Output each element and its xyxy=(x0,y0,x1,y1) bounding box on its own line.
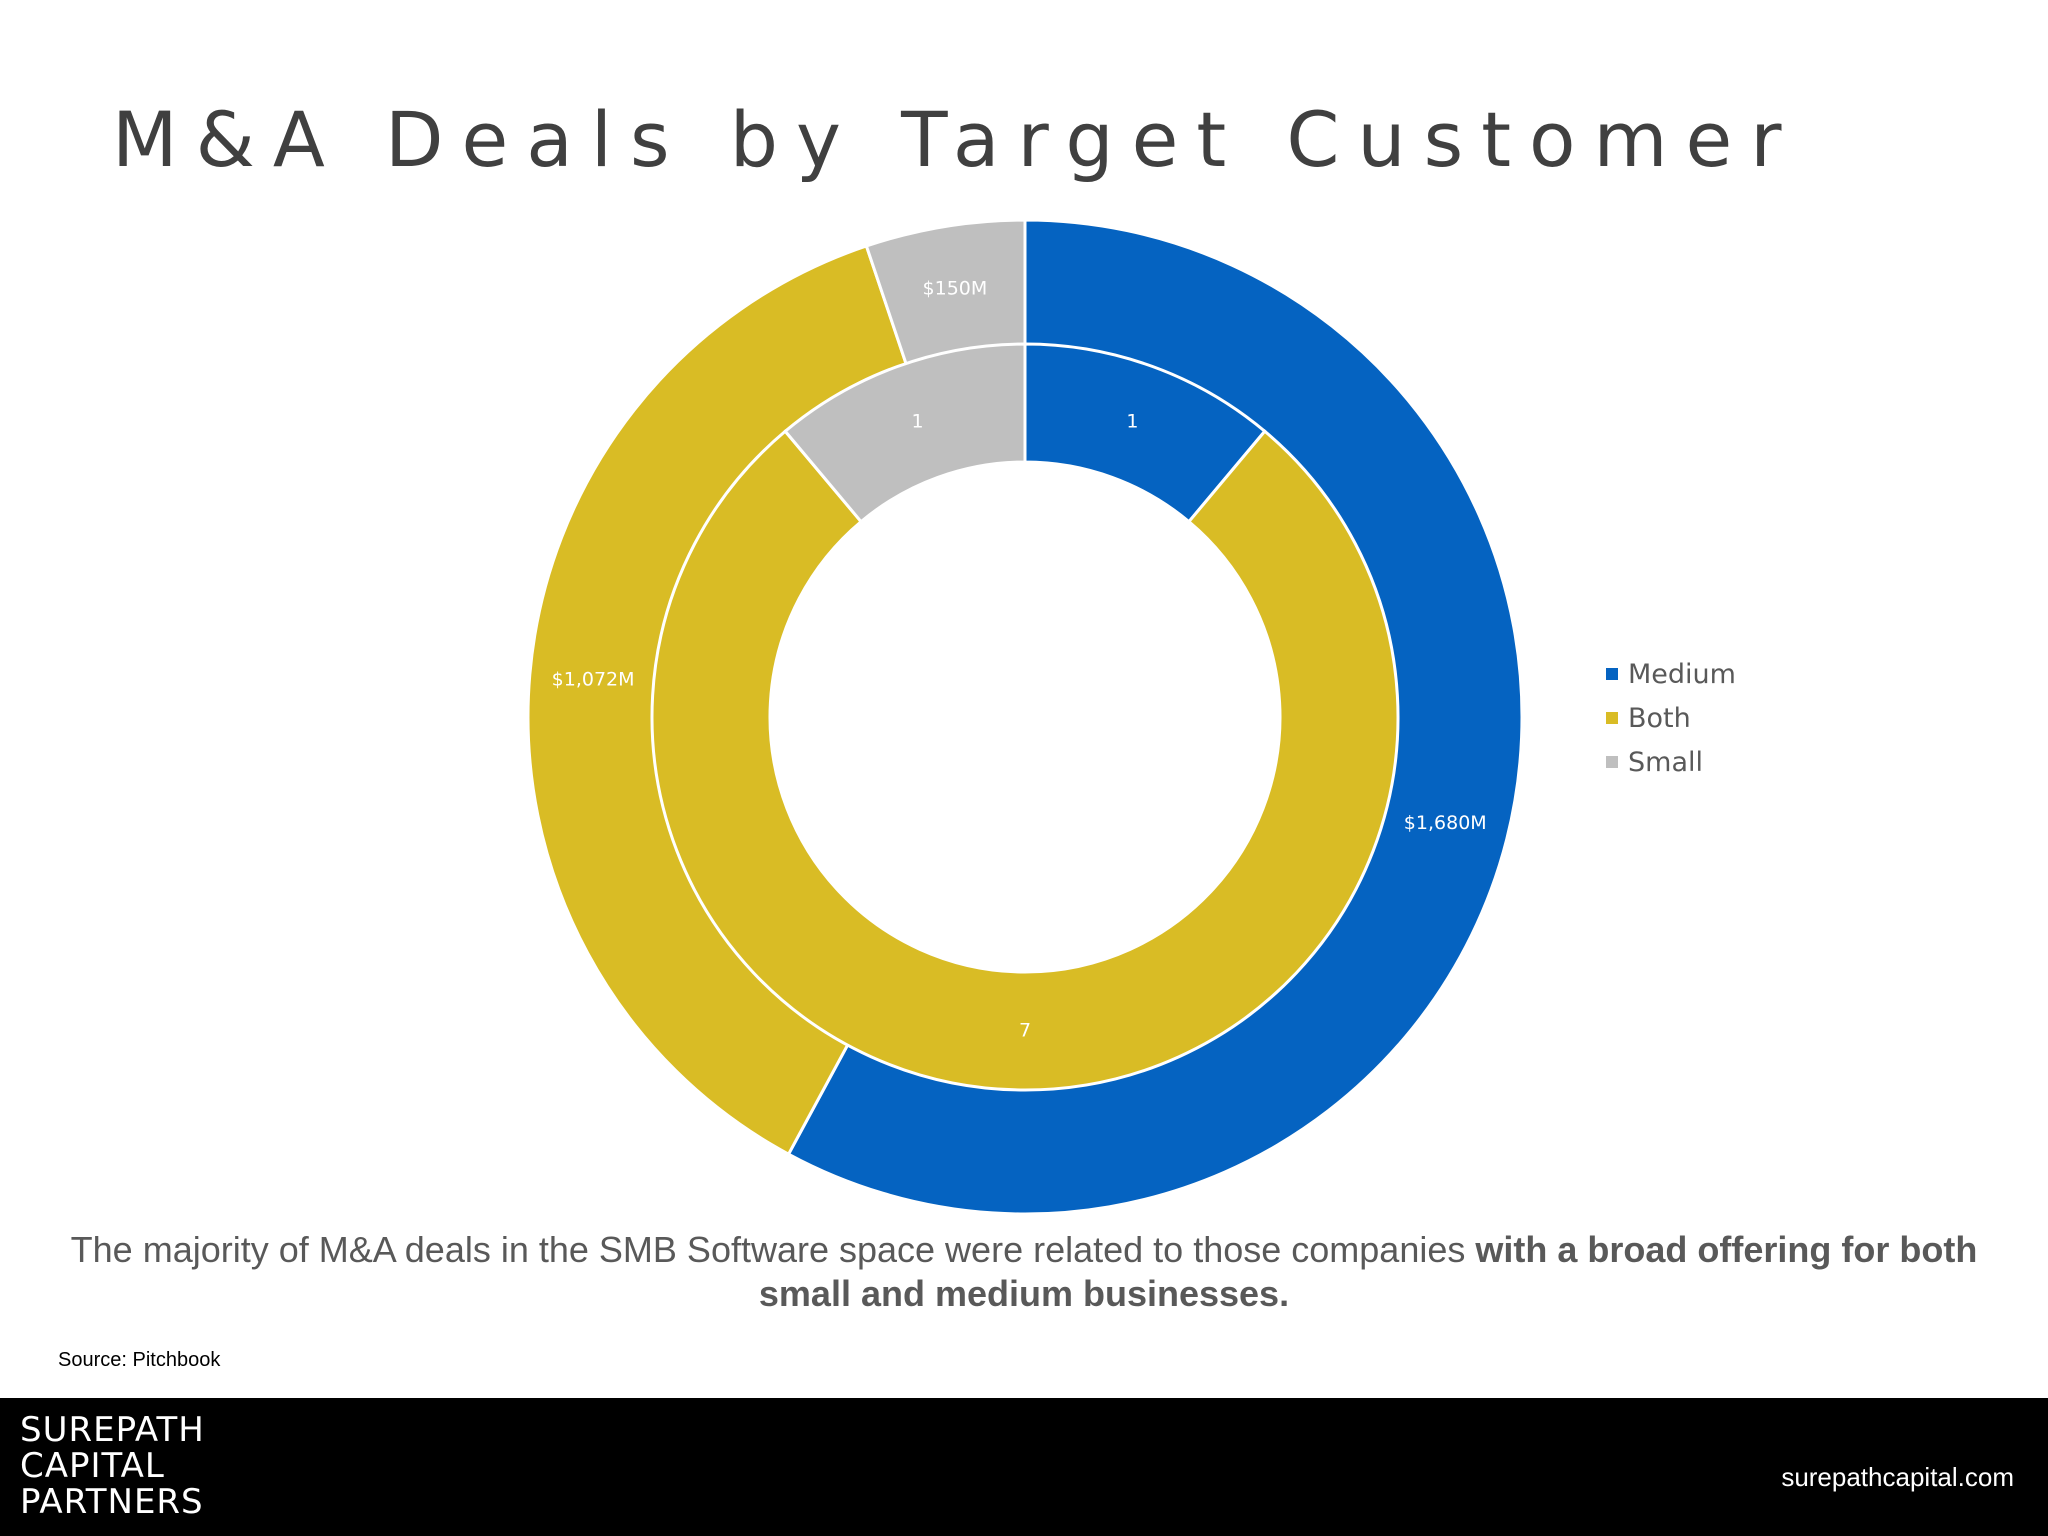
inner-ring-slice-small xyxy=(783,342,1027,524)
inner-ring-slice-both xyxy=(650,429,1400,1092)
legend-swatch-medium xyxy=(1606,668,1618,680)
logo-line-2: CAPITAL xyxy=(20,1446,165,1486)
chart-title: M&A Deals by Target Customer xyxy=(112,95,1800,184)
legend-label-small: Small xyxy=(1628,746,1703,778)
legend-swatch-both xyxy=(1606,712,1618,724)
summary-bold: with a broad offering for both small and… xyxy=(758,1229,1978,1314)
outer-ring-label-both: $1,072M xyxy=(552,668,635,690)
legend-label-both: Both xyxy=(1628,702,1691,734)
summary-plain: The majority of M&A deals in the SMB Sof… xyxy=(70,1229,1476,1270)
chart-legend: Medium Both Small xyxy=(1606,652,1736,784)
source-note: Source: Pitchbook xyxy=(58,1349,221,1371)
legend-item-medium: Medium xyxy=(1606,652,1736,696)
legend-label-medium: Medium xyxy=(1628,658,1736,690)
inner-ring-label-medium: 1 xyxy=(1126,410,1138,432)
website-link[interactable]: surepathcapital.com xyxy=(1781,1462,2014,1492)
legend-item-both: Both xyxy=(1606,696,1736,740)
legend-swatch-small xyxy=(1606,756,1618,768)
logo-line-1: SUREPATH xyxy=(20,1410,205,1450)
company-logo: SUREPATH CAPITAL PARTNERS xyxy=(20,1412,205,1520)
doughnut-chart: $1,680M $1,072M $150M 1 7 1 xyxy=(526,218,1524,1216)
footer-bar: SUREPATH CAPITAL PARTNERS surepathcapita… xyxy=(0,1398,2048,1536)
outer-ring-label-small: $150M xyxy=(923,278,988,300)
inner-ring-label-both: 7 xyxy=(1019,1020,1031,1042)
outer-ring-label-medium: $1,680M xyxy=(1404,812,1487,834)
legend-item-small: Small xyxy=(1606,740,1736,784)
summary-text: The majority of M&A deals in the SMB Sof… xyxy=(40,1228,2008,1316)
inner-ring-label-small: 1 xyxy=(912,410,924,432)
logo-line-3: PARTNERS xyxy=(20,1482,204,1522)
